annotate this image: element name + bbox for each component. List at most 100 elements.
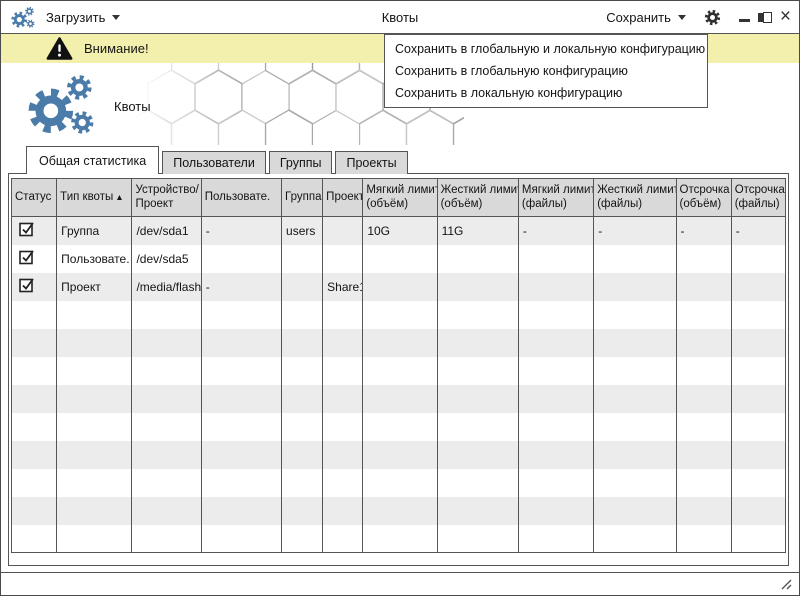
empty-cell — [437, 496, 519, 525]
empty-cell — [11, 496, 58, 525]
row-checkbox[interactable] — [19, 249, 36, 265]
table-row[interactable]: Проект /media/flash - Share1 — [11, 272, 787, 301]
col-device-project[interactable]: Устройство/Проект — [131, 178, 202, 217]
col-grace-volume[interactable]: Отсрочка (объём) — [676, 178, 732, 217]
tab-general-statistics[interactable]: Общая статистика — [26, 146, 160, 174]
col-grace-files[interactable]: Отсрочка (файлы) — [731, 178, 787, 217]
empty-cell — [437, 300, 519, 329]
empty-cell — [437, 440, 519, 469]
empty-cell — [593, 384, 677, 413]
empty-cell — [362, 524, 438, 553]
tab-users[interactable]: Пользователи — [162, 151, 266, 174]
cell-group — [281, 272, 324, 301]
col-hard-limit-files[interactable]: Жесткий лимит (файлы) — [593, 178, 677, 217]
window-title: Квоты — [381, 10, 419, 25]
honeycomb-fade — [106, 63, 236, 145]
menu-item-save-global-and-local[interactable]: Сохранить в глобальную и локальную конфи… — [395, 42, 706, 56]
empty-cell — [281, 440, 324, 469]
empty-cell — [131, 440, 202, 469]
empty-cell — [201, 384, 283, 413]
col-group[interactable]: Группа — [281, 178, 324, 217]
empty-cell — [11, 356, 58, 385]
cell-user — [201, 244, 283, 273]
row-checkbox[interactable] — [19, 221, 36, 237]
col-soft-limit-volume[interactable]: Мягкий лимит (объём) — [362, 178, 438, 217]
col-hard-limit-volume[interactable]: Жесткий лимит (объём) — [437, 178, 519, 217]
empty-cell — [131, 356, 202, 385]
empty-cell — [676, 384, 732, 413]
empty-cell — [362, 496, 438, 525]
empty-cell — [322, 384, 364, 413]
cell-soft-volume: 10G — [362, 216, 438, 245]
empty-cell — [437, 412, 519, 441]
restore-icon — [762, 11, 772, 23]
empty-cell — [518, 328, 595, 357]
cell-grace-volume — [676, 244, 732, 273]
load-button[interactable]: Загрузить — [46, 1, 121, 33]
empty-cell — [322, 496, 364, 525]
empty-cell — [201, 412, 283, 441]
empty-cell — [731, 328, 787, 357]
cell-grace-volume — [676, 272, 732, 301]
empty-cell — [593, 524, 677, 553]
empty-cell — [11, 412, 58, 441]
cell-quota-type: Группа — [56, 216, 133, 245]
empty-cell — [437, 524, 519, 553]
save-button[interactable]: Сохранить — [606, 10, 686, 25]
empty-cell — [131, 524, 202, 553]
cell-grace-files — [731, 244, 787, 273]
empty-cell — [731, 356, 787, 385]
warning-icon — [46, 37, 73, 60]
menu-item-save-local[interactable]: Сохранить в локальную конфигурацию — [395, 86, 623, 100]
col-project[interactable]: Проект — [322, 178, 364, 217]
quota-table: Статус Тип квоты ▲ Устройство/Проект Поль… — [11, 178, 787, 553]
empty-cell — [281, 300, 324, 329]
settings-gear-icon[interactable] — [703, 8, 722, 27]
empty-cell — [322, 412, 364, 441]
col-status[interactable]: Статус — [11, 178, 58, 217]
empty-cell — [322, 524, 364, 553]
table-row[interactable]: Пользовате. /dev/sda5 — [11, 244, 787, 273]
empty-cell — [56, 468, 133, 497]
empty-cell — [731, 468, 787, 497]
cell-soft-files — [518, 272, 595, 301]
menu-item-save-global[interactable]: Сохранить в глобальную конфигурацию — [395, 64, 628, 78]
empty-cell — [56, 496, 133, 525]
resize-grip[interactable] — [778, 576, 793, 591]
empty-cell — [362, 328, 438, 357]
empty-cell — [56, 440, 133, 469]
cell-hard-volume: 11G — [437, 216, 519, 245]
col-quota-type[interactable]: Тип квоты ▲ — [56, 178, 133, 217]
sort-asc-icon: ▲ — [115, 191, 124, 202]
row-checkbox[interactable] — [19, 277, 36, 293]
tab-projects[interactable]: Проекты — [335, 151, 408, 174]
close-button[interactable]: × — [779, 6, 791, 27]
col-user[interactable]: Пользовате. — [201, 178, 283, 217]
cell-user: - — [201, 216, 283, 245]
maximize-button[interactable] — [757, 11, 772, 23]
empty-cell — [322, 300, 364, 329]
empty-cell — [676, 468, 732, 497]
minimize-button[interactable] — [738, 18, 750, 22]
empty-cell — [593, 412, 677, 441]
cell-hard-files — [593, 244, 677, 273]
tab-groups[interactable]: Группы — [268, 151, 333, 174]
load-button-label: Загрузить — [46, 9, 106, 25]
cell-grace-files — [731, 272, 787, 301]
empty-cell — [731, 412, 787, 441]
col-soft-limit-files[interactable]: Мягкий лимит (файлы) — [518, 178, 595, 217]
empty-cell — [131, 496, 202, 525]
save-menu: Сохранить в глобальную и локальную конфи… — [384, 34, 708, 108]
empty-cell — [731, 496, 787, 525]
titlebar: Загрузить Квоты Сохранить × — [1, 1, 799, 33]
table-row[interactable]: Группа /dev/sda1 - users 10G 11G - - - - — [11, 216, 787, 245]
empty-cell — [362, 468, 438, 497]
empty-cell — [362, 384, 438, 413]
empty-cell — [593, 496, 677, 525]
cell-hard-volume — [437, 244, 519, 273]
empty-cell — [518, 384, 595, 413]
empty-cell — [676, 300, 732, 329]
table-row-empty — [11, 356, 787, 385]
empty-cell — [518, 412, 595, 441]
